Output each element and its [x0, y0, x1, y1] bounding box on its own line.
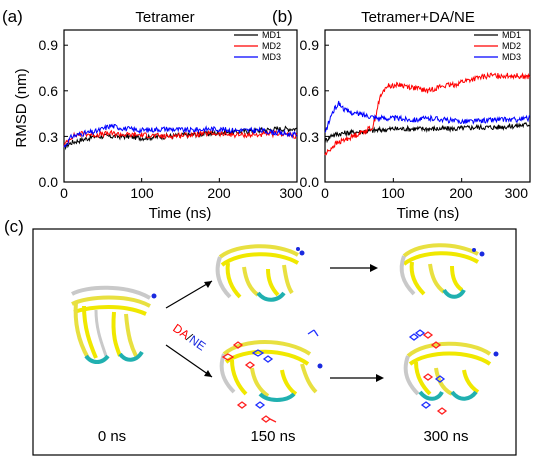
chart-a-xtick: 300	[279, 185, 303, 201]
arrow-up	[165, 280, 213, 309]
chart-a-title: Tetramer	[135, 9, 194, 26]
arrow-down	[165, 344, 213, 378]
panel-label-c: (c)	[4, 217, 24, 236]
chart-b-series-md2	[324, 71, 531, 156]
chart-a-xtick: 0	[60, 185, 68, 201]
chart-a-series-md2	[63, 129, 298, 148]
chart-b-title: Tetramer+DA/NE	[361, 9, 475, 26]
chart-b-series-md3	[324, 100, 531, 133]
structure-0ns	[71, 285, 157, 364]
chart-b-ytick: 0.0	[300, 174, 320, 190]
panel-label-a: (a)	[2, 7, 23, 26]
chart-b-legend-label-md3: MD3	[502, 52, 521, 62]
panel-label-b: (b)	[272, 7, 293, 26]
arrow-up-head	[204, 281, 212, 288]
chart-a-ytick: 0.0	[39, 174, 59, 190]
chart-b-legend-label-md2: MD2	[502, 41, 521, 51]
arrow-top-right-head	[370, 264, 378, 272]
time-label-150ns: 150 ns	[250, 428, 295, 445]
chart-a-ytick: 0.9	[39, 37, 59, 53]
chart-a-legend-label-md2: MD2	[262, 41, 281, 51]
chart-a-legend-label-md1: MD1	[262, 30, 281, 40]
chart-b-ytick: 0.9	[300, 37, 320, 53]
chart-b-xtick: 200	[449, 185, 473, 201]
chart-a-ytick: 0.3	[39, 129, 59, 145]
chart-a-ytick: 0.6	[39, 83, 59, 99]
time-label-0ns: 0 ns	[98, 428, 126, 445]
chart-a-series-md3	[63, 123, 298, 148]
panel-c: DA/NE	[32, 228, 517, 456]
da-ne-separator: /	[184, 331, 195, 345]
arrow-down-head	[204, 370, 212, 377]
chart-b-xlabel: Time (ns)	[397, 205, 460, 222]
chart-a-xlabel: Time (ns)	[149, 205, 212, 222]
structure-150ns-tetramer	[215, 244, 305, 302]
chart-b-xtick: 300	[505, 185, 529, 201]
chart-a-xtick: 200	[207, 185, 231, 201]
chart-b-legend-label-md1: MD1	[502, 30, 521, 40]
time-label-300ns: 300 ns	[423, 428, 468, 445]
chart-b-ytick: 0.6	[300, 83, 320, 99]
structure-150ns-with-ligands	[219, 329, 323, 423]
chart-b: Tetramer+DA/NE 0.0 0.3 0.6 0.9 0 100 200…	[300, 9, 531, 222]
chart-a-xtick: 100	[130, 185, 154, 201]
chart-a: Tetramer 0.0 0.3 0.6 0.9 0 100 200 300 T…	[13, 9, 303, 222]
chart-a-legend-label-md3: MD3	[262, 52, 281, 62]
chart-b-xtick: 100	[381, 185, 405, 201]
structure-300ns-tetramer	[399, 243, 485, 299]
chart-b-ytick: 0.3	[300, 129, 320, 145]
chart-a-frame	[63, 29, 298, 183]
arrow-bottom-right-head	[376, 374, 384, 382]
chart-b-frame	[324, 29, 531, 183]
chart-a-ylabel: RMSD (nm)	[13, 68, 30, 147]
chart-b-xtick: 0	[321, 185, 329, 201]
structure-300ns-with-ligands	[403, 329, 499, 415]
